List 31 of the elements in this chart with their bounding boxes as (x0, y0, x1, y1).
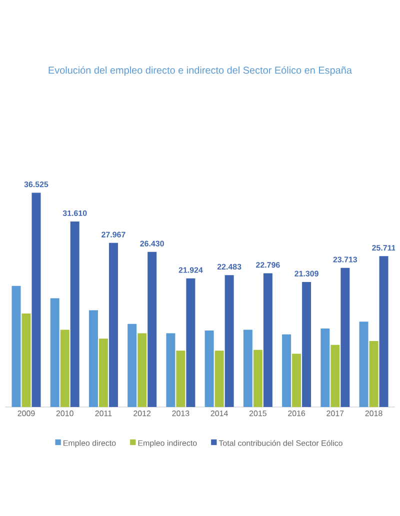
bar (166, 333, 176, 407)
bar (176, 350, 186, 407)
bar (22, 313, 31, 407)
bar (70, 222, 80, 407)
bar (340, 268, 350, 407)
bar (88, 310, 98, 407)
bar (302, 282, 312, 407)
bar (253, 350, 262, 407)
bar (379, 256, 388, 407)
bar (330, 344, 340, 407)
bar (214, 350, 224, 407)
bar (369, 340, 378, 407)
bar (359, 322, 368, 407)
bar (138, 333, 147, 407)
bar (224, 275, 234, 407)
bar (148, 252, 157, 407)
bar (186, 278, 196, 407)
chart-title: Evolución del empleo directo e indirecto del Sector Eólico en España (48, 66, 352, 76)
bar (282, 334, 292, 407)
bar (108, 242, 118, 407)
bar (50, 298, 60, 407)
bar (98, 338, 108, 407)
bar (263, 273, 272, 407)
bar (12, 286, 21, 407)
bar (320, 328, 330, 407)
bar (60, 330, 70, 407)
bar (292, 354, 302, 407)
bar (243, 330, 252, 407)
bar (128, 324, 137, 407)
bar (204, 330, 214, 407)
bar (32, 192, 41, 407)
